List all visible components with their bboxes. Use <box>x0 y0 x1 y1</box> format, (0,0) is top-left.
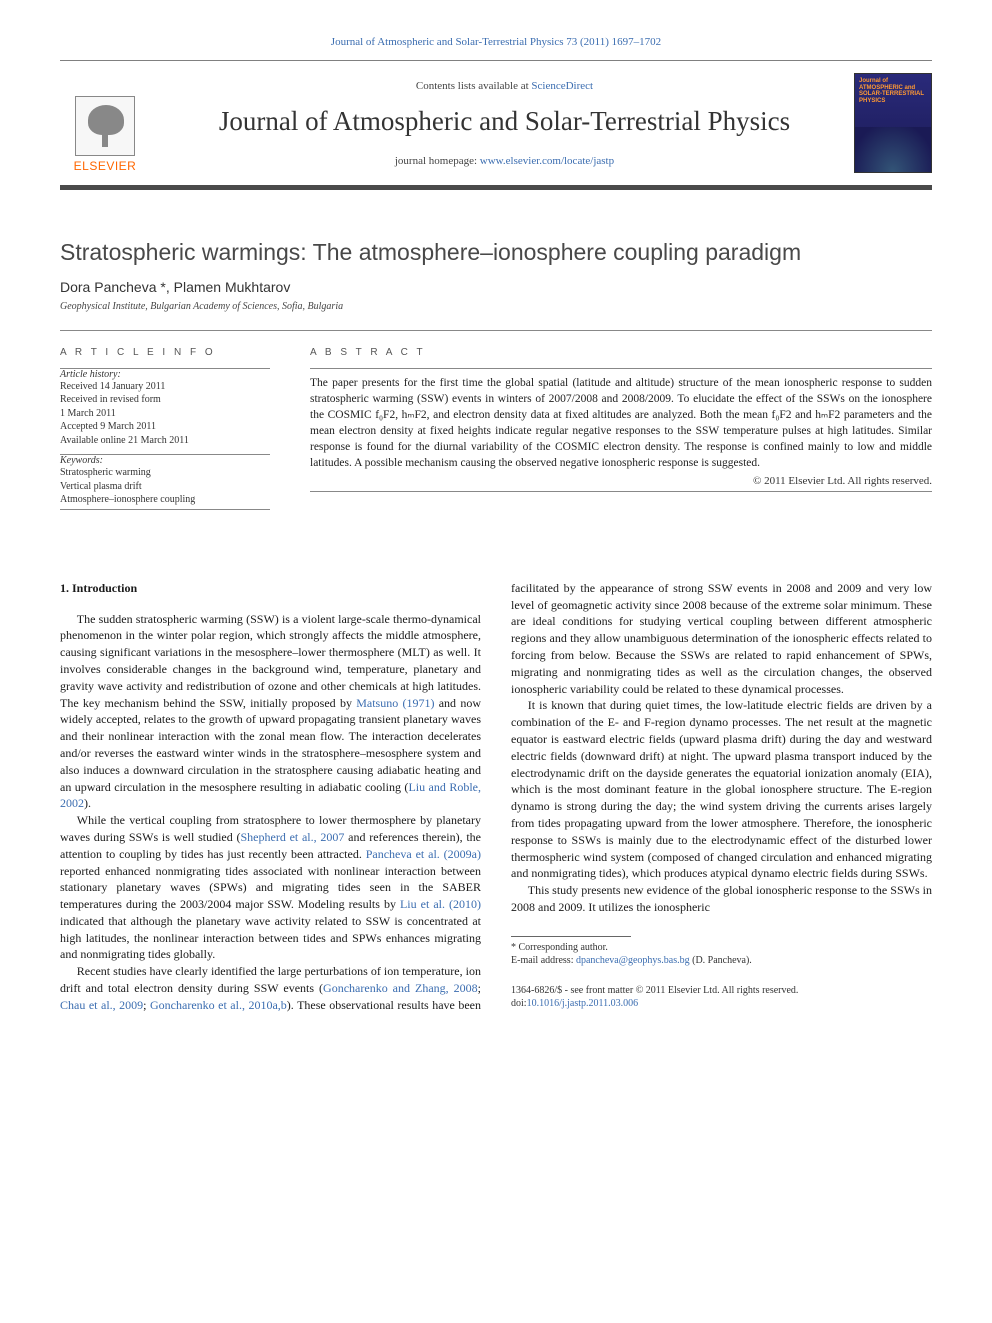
doi-line: doi:10.1016/j.jastp.2011.03.006 <box>511 997 932 1010</box>
elsevier-logo: ELSEVIER <box>60 73 150 173</box>
homepage-prefix: journal homepage: <box>395 155 480 167</box>
divider <box>60 509 270 510</box>
article-info-heading: A R T I C L E I N F O <box>60 347 270 358</box>
authors: Dora Pancheva *, Plamen Mukhtarov <box>60 279 932 295</box>
paragraph: This study presents new evidence of the … <box>511 882 932 916</box>
ref-link[interactable]: Goncharenko et al., 2010a,b <box>150 998 287 1012</box>
ref-link[interactable]: Matsuno (1971) <box>356 696 434 710</box>
ref-link[interactable]: Liu et al. (2010) <box>400 897 481 911</box>
paragraph: The sudden stratospheric warming (SSW) i… <box>60 611 481 813</box>
divider <box>310 491 932 492</box>
email-link[interactable]: dpancheva@geophys.bas.bg <box>576 955 690 966</box>
history-item: Received in revised form <box>60 393 270 407</box>
journal-header: ELSEVIER Contents lists available at Sci… <box>60 60 932 190</box>
article-title: Stratospheric warmings: The atmosphere–i… <box>60 238 932 267</box>
contents-line: Contents lists available at ScienceDirec… <box>165 80 844 92</box>
divider <box>60 330 932 331</box>
keyword-item: Stratospheric warming <box>60 466 270 480</box>
paragraph: It is known that during quiet times, the… <box>511 697 932 882</box>
abstract-heading: A B S T R A C T <box>310 347 932 358</box>
homepage-link[interactable]: www.elsevier.com/locate/jastp <box>480 155 614 167</box>
front-matter-line: 1364-6826/$ - see front matter © 2011 El… <box>511 984 932 997</box>
ref-link[interactable]: Chau et al., 2009 <box>60 998 143 1012</box>
homepage-line: journal homepage: www.elsevier.com/locat… <box>165 155 844 167</box>
email-label: E-mail address: <box>511 955 576 966</box>
abstract-block: A B S T R A C T The paper presents for t… <box>310 347 932 510</box>
section-heading: 1. Introduction <box>60 580 481 597</box>
footnote-rule <box>511 936 631 937</box>
ref-link[interactable]: Pancheva et al. (2009a) <box>366 847 481 861</box>
ref-link[interactable]: Shepherd et al., 2007 <box>241 830 345 844</box>
history-item: Received 14 January 2011 <box>60 380 270 394</box>
divider <box>310 368 932 369</box>
elsevier-name: ELSEVIER <box>74 159 137 173</box>
body-text: 1. Introduction The sudden stratospheric… <box>60 580 932 1014</box>
journal-cover-thumb: Journal of ATMOSPHERIC and SOLAR-TERREST… <box>854 73 932 173</box>
elsevier-tree-icon <box>75 96 135 156</box>
email-suffix: (D. Pancheva). <box>690 955 752 966</box>
history-list: Received 14 January 2011 Received in rev… <box>60 380 270 448</box>
sciencedirect-link[interactable]: ScienceDirect <box>531 80 593 92</box>
front-matter: 1364-6826/$ - see front matter © 2011 El… <box>511 984 932 1010</box>
abstract-copyright: © 2011 Elsevier Ltd. All rights reserved… <box>310 475 932 487</box>
running-head-link[interactable]: Journal of Atmospheric and Solar-Terrest… <box>331 36 661 48</box>
doi-link[interactable]: 10.1016/j.jastp.2011.03.006 <box>527 998 639 1009</box>
running-head: Journal of Atmospheric and Solar-Terrest… <box>60 36 932 48</box>
keyword-list: Stratospheric warming Vertical plasma dr… <box>60 466 270 507</box>
paragraph: While the vertical coupling from stratos… <box>60 812 481 963</box>
abstract-text: The paper presents for the first time th… <box>310 375 932 472</box>
history-item: Accepted 9 March 2011 <box>60 420 270 434</box>
journal-name: Journal of Atmospheric and Solar-Terrest… <box>165 106 844 137</box>
history-item: 1 March 2011 <box>60 407 270 421</box>
keyword-item: Atmosphere–ionosphere coupling <box>60 493 270 507</box>
email-footnote: E-mail address: dpancheva@geophys.bas.bg… <box>511 954 932 968</box>
keyword-item: Vertical plasma drift <box>60 480 270 494</box>
corresponding-footnote: * Corresponding author. <box>511 941 932 955</box>
ref-link[interactable]: Goncharenko and Zhang, 2008 <box>323 981 478 995</box>
affiliation: Geophysical Institute, Bulgarian Academy… <box>60 301 932 312</box>
history-item: Available online 21 March 2011 <box>60 434 270 448</box>
history-label: Article history: <box>60 369 270 380</box>
cover-title: Journal of ATMOSPHERIC and SOLAR-TERREST… <box>855 74 931 108</box>
contents-prefix: Contents lists available at <box>416 80 531 92</box>
keywords-label: Keywords: <box>60 455 270 466</box>
article-info-block: A R T I C L E I N F O Article history: R… <box>60 347 270 510</box>
